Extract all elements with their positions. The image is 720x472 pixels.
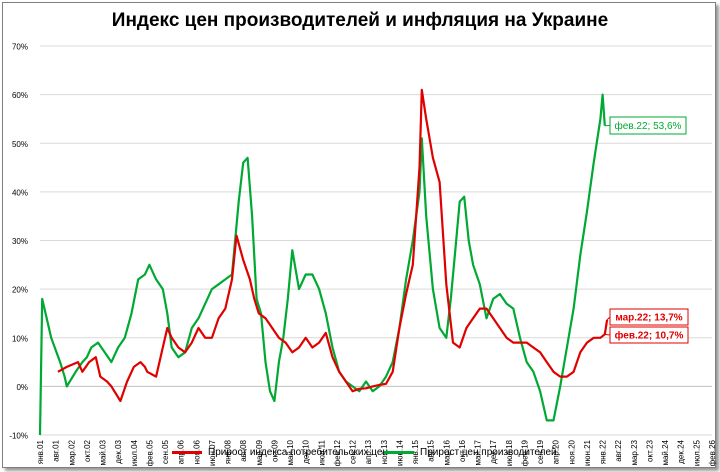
series-line bbox=[57, 88, 609, 403]
x-tick-label: авг.15 bbox=[427, 439, 436, 461]
x-tick-label: фев.05 bbox=[145, 439, 154, 466]
legend-label-cpi: Прирост индекса потребительских цен bbox=[208, 447, 388, 458]
legend-label-ppi: Прирост цен производителей bbox=[420, 447, 557, 458]
x-tick-label: авг.01 bbox=[52, 439, 61, 461]
x-tick-label: мар.09 bbox=[255, 439, 264, 465]
annotation-box bbox=[609, 326, 689, 344]
x-tick-label: май.10 bbox=[286, 439, 295, 465]
annotation-box bbox=[609, 116, 687, 135]
x-tick-label: янв.01 bbox=[36, 439, 45, 464]
y-tick-label: 10% bbox=[12, 334, 28, 343]
annotation-label: мар.22; 13,7% bbox=[615, 313, 682, 324]
x-tick-label: янв.15 bbox=[411, 439, 420, 464]
annotation-label: фев.22; 53,6% bbox=[615, 120, 682, 132]
x-tick-label: дек.24 bbox=[677, 439, 686, 463]
x-tick-label: сен.19 bbox=[536, 439, 545, 464]
legend-item-cpi: Прирост индекса потребительских цен bbox=[172, 447, 388, 458]
x-tick-label: мар.02 bbox=[67, 439, 76, 465]
annotation-label: фев.22; 10,7% bbox=[615, 330, 684, 342]
x-tick-label: фев.12 bbox=[333, 439, 342, 466]
x-tick-label: фев.26 bbox=[708, 439, 717, 466]
y-axis-ticks: -10% 0% 10% 20% 30% 40% 50% 60% 70% bbox=[9, 43, 28, 441]
legend-item-ppi: Прирост цен производителей bbox=[384, 447, 557, 458]
annotation-box bbox=[609, 308, 689, 326]
series-lines bbox=[38, 88, 609, 436]
annotation-leader bbox=[604, 333, 611, 336]
x-tick-label: мар.23 bbox=[630, 439, 639, 465]
x-tick-label: авг.08 bbox=[239, 439, 248, 461]
y-tick-label: 40% bbox=[12, 188, 28, 197]
x-tick-label: июл.11 bbox=[317, 439, 326, 465]
y-tick-label: 50% bbox=[12, 140, 28, 149]
x-tick-label: дек.10 bbox=[302, 439, 311, 463]
y-tick-label: 70% bbox=[12, 43, 28, 52]
x-tick-label: сен.05 bbox=[161, 439, 170, 464]
grid-lines bbox=[40, 45, 712, 436]
x-tick-label: июн.07 bbox=[208, 439, 217, 466]
x-tick-label: ноя.20 bbox=[567, 439, 576, 464]
x-tick-label: окт.09 bbox=[270, 439, 279, 461]
x-tick-label: апр.20 bbox=[552, 439, 561, 464]
chart-title: Индекс цен производителей и инфляция на … bbox=[111, 10, 609, 31]
x-tick-label: сен.12 bbox=[349, 439, 358, 464]
x-tick-label: дек.17 bbox=[489, 439, 498, 463]
legend-swatch-ppi bbox=[384, 451, 414, 454]
y-tick-label: 30% bbox=[12, 237, 28, 246]
legend-swatch-cpi bbox=[172, 451, 202, 454]
y-tick-label: 20% bbox=[12, 286, 28, 295]
x-tick-label: май.24 bbox=[661, 439, 670, 465]
x-tick-label: окт.23 bbox=[645, 439, 654, 461]
x-tick-label: май.03 bbox=[99, 439, 108, 465]
x-tick-label: июн.21 bbox=[583, 439, 592, 466]
x-tick-label: апр.13 bbox=[364, 439, 373, 464]
series-line bbox=[38, 93, 606, 436]
y-tick-label: 60% bbox=[12, 91, 28, 100]
x-tick-label: дек.03 bbox=[114, 439, 123, 463]
y-tick-label: -10% bbox=[9, 432, 28, 441]
x-tick-label: авг.22 bbox=[614, 439, 623, 461]
x-tick-label: мар.16 bbox=[442, 439, 451, 465]
x-tick-label: окт.16 bbox=[458, 439, 467, 461]
x-tick-label: июл.04 bbox=[130, 439, 139, 466]
x-tick-label: фев.19 bbox=[520, 439, 529, 466]
annotations: фев.22; 53,6% мар.22; 13,7% фев.22; 10,7% bbox=[604, 116, 689, 344]
x-tick-label: янв.08 bbox=[224, 439, 233, 464]
x-tick-label: янв.22 bbox=[599, 439, 608, 464]
x-tick-label: май.17 bbox=[474, 439, 483, 465]
x-tick-label: июл.18 bbox=[505, 439, 514, 466]
x-tick-label: окт.02 bbox=[83, 439, 92, 461]
x-tick-label: июл.25 bbox=[692, 439, 701, 466]
y-tick-label: 0% bbox=[16, 383, 28, 392]
